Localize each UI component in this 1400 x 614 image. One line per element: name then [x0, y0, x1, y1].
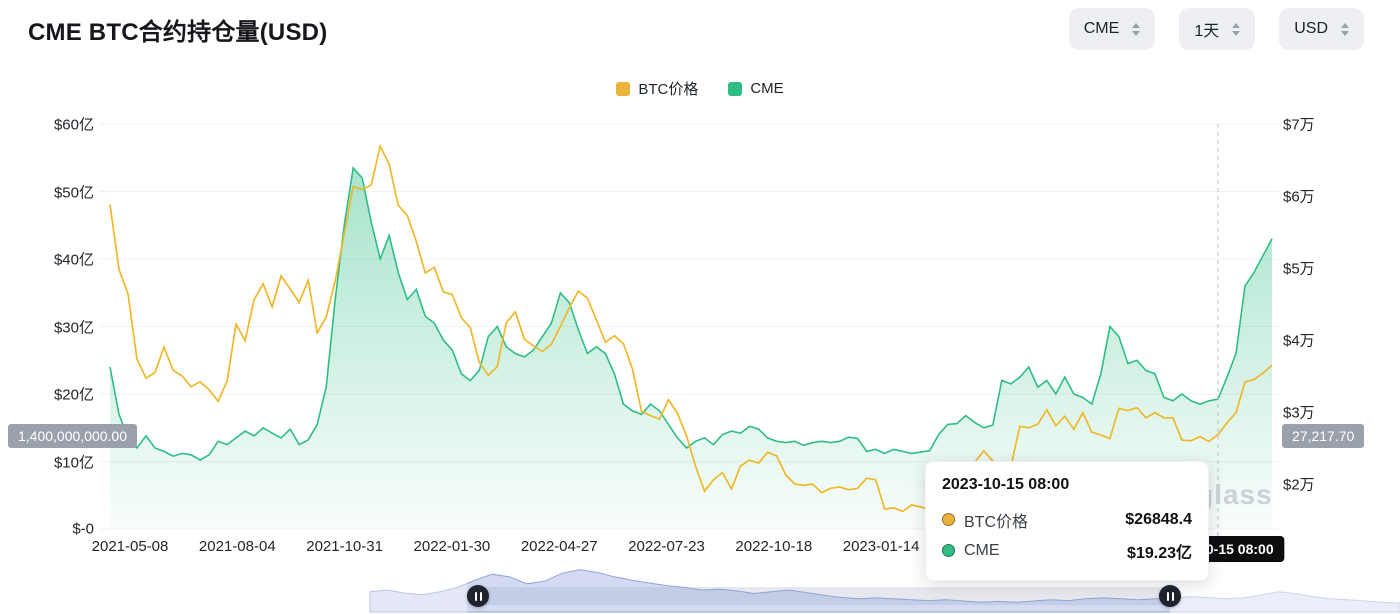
cme-line-series	[109, 166, 1273, 462]
crosshair-left-value-badge: 1,400,000,000.00	[8, 424, 137, 448]
dropdown-interval-value: 1天	[1194, 23, 1220, 40]
x-axis-label: 2022-01-30	[413, 538, 491, 555]
legend-label: BTC价格	[638, 81, 699, 98]
legend-item[interactable]: BTC价格	[616, 78, 698, 99]
y-axis-label-right: $7万	[1283, 116, 1315, 134]
x-axis-label: 2023-01-14	[842, 538, 920, 555]
legend-marker	[616, 81, 631, 96]
legend-marker	[728, 81, 743, 96]
updown-chevron-icon	[1341, 22, 1349, 36]
y-axis-label-left: $50亿	[53, 184, 94, 201]
y-axis-label-left: $30亿	[53, 319, 94, 336]
cme-area-series	[110, 167, 1272, 529]
dropdown-currency-value: USD	[1294, 20, 1328, 37]
x-axis-label: 2022-10-18	[735, 538, 813, 555]
y-axis-label-right: $3万	[1283, 404, 1315, 422]
tooltip-value: $19.23亿	[1127, 544, 1192, 562]
x-axis-label: 2021-08-04	[198, 538, 276, 555]
tooltip-row-btc: BTC价格 $26848.4	[942, 504, 1192, 535]
page-title: CME BTC合约持仓量(USD)	[28, 19, 328, 46]
legend: BTC价格 CME	[0, 78, 1400, 99]
x-axis-label: 2022-07-23	[628, 538, 705, 555]
cme-series-dot	[942, 544, 955, 557]
dropdown-interval[interactable]: 1天	[1179, 8, 1256, 50]
updown-chevron-icon	[1132, 22, 1141, 36]
tooltip-row-cme: CME $19.23亿	[942, 535, 1192, 566]
x-axis-label: 2022-04-27	[520, 538, 598, 555]
controls: CME 1天 USD	[1068, 8, 1364, 50]
range-navigator	[0, 564, 1400, 614]
y-axis-label-right: $2万	[1283, 476, 1315, 494]
crosshair-right-value-badge: 27,217.70	[1282, 424, 1365, 448]
y-axis-label-right: $5万	[1283, 260, 1315, 278]
navigator-mask-left	[0, 564, 467, 614]
btc-price-line-series	[109, 143, 1273, 513]
legend-item[interactable]: CME	[728, 78, 784, 99]
navigator-left-handle[interactable]	[467, 585, 489, 607]
tooltip-date: 2023-10-15 08:00	[942, 476, 1070, 493]
dropdown-exchange-value: CME	[1083, 20, 1120, 37]
btc-series-dot	[942, 513, 955, 526]
navigator-right-handle[interactable]	[1159, 585, 1181, 607]
tooltip-label: CME	[964, 541, 1000, 559]
y-axis-label-left: $40亿	[53, 251, 94, 269]
x-axis-label: 2021-10-31	[306, 538, 383, 555]
y-axis-label-right: $4万	[1283, 332, 1315, 350]
tooltip-label: BTC价格	[964, 513, 1029, 531]
y-axis-label-left: $10亿	[53, 454, 94, 471]
y-axis-label-left: $20亿	[53, 386, 94, 404]
navigator-track[interactable]	[478, 587, 1170, 605]
tooltip: 2023-10-15 08:00 BTC价格 $26848.4 CME $19.…	[925, 461, 1209, 581]
y-axis-label-right: $6万	[1283, 188, 1315, 206]
dropdown-currency[interactable]: USD	[1279, 8, 1364, 50]
x-axis-label: 2021-05-08	[91, 538, 169, 555]
y-axis-label-left: $60亿	[53, 116, 94, 134]
dropdown-exchange[interactable]: CME	[1068, 8, 1156, 50]
updown-chevron-icon	[1232, 22, 1241, 36]
tooltip-value: $26848.4	[1125, 510, 1192, 528]
legend-label: CME	[750, 80, 784, 97]
y-axis-label-left: $-0	[72, 520, 94, 538]
